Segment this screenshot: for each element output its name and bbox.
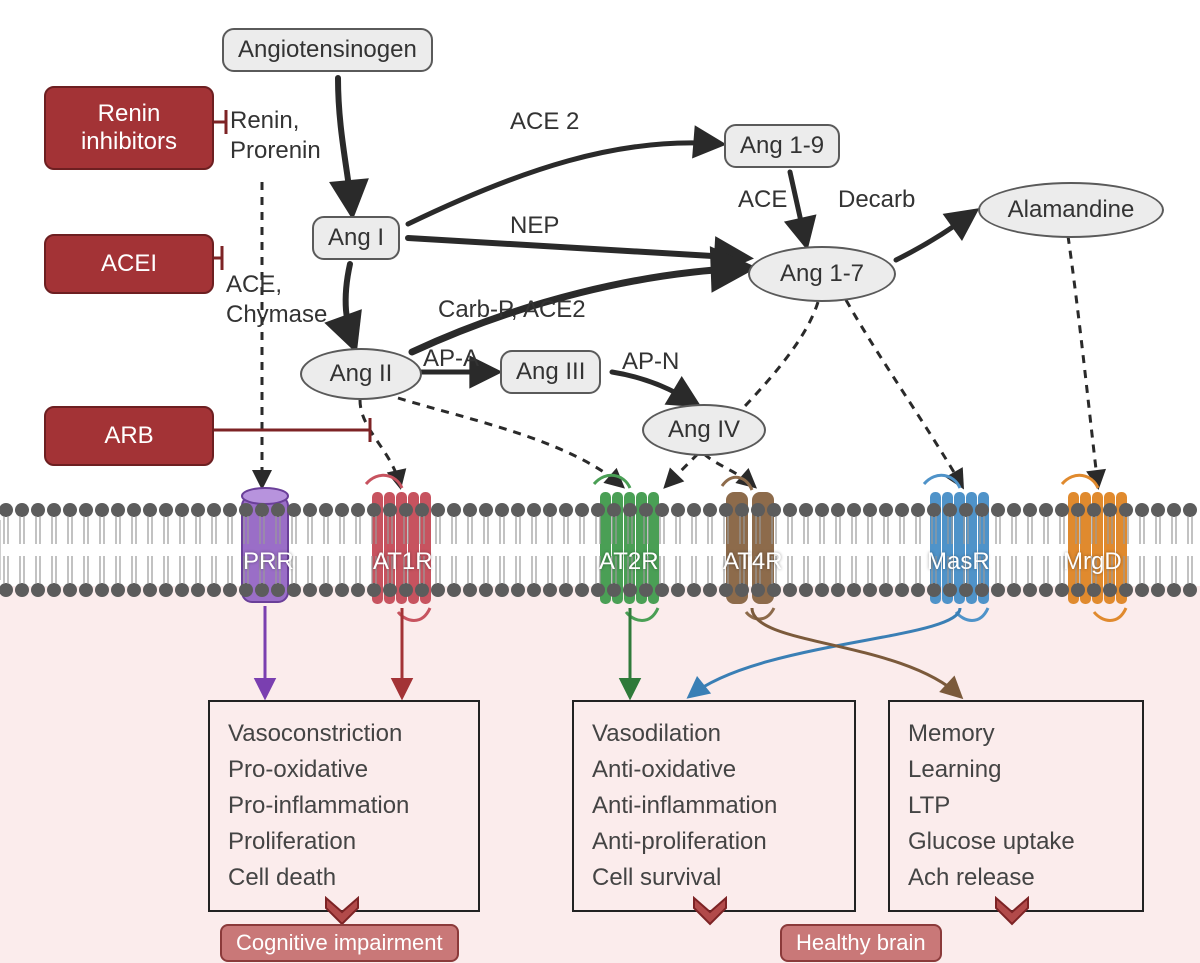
effect-item: Proliferation (228, 824, 460, 860)
effect-item: Glucose uptake (908, 824, 1124, 860)
effect-item: Pro-inflammation (228, 788, 460, 824)
effect-box-left: Vasoconstriction Pro-oxidative Pro-infla… (208, 700, 480, 912)
effect-item: Anti-proliferation (592, 824, 836, 860)
label-at2r: AT2R (599, 548, 659, 576)
enzyme-ace-mid: ACE (738, 186, 787, 214)
outcome-cognitive-impairment: Cognitive impairment (220, 924, 459, 962)
inhibitor-renin: Renin inhibitors (44, 86, 214, 170)
node-ang3: Ang III (500, 350, 601, 394)
label-masr: MasR (927, 548, 990, 576)
inhibitor-renin-line1: Renin (98, 100, 161, 128)
effect-item: Vasodilation (592, 716, 836, 752)
enzyme-ace2-top: ACE 2 (510, 108, 579, 136)
enzyme-carbp-ace2: Carb-P, ACE2 (438, 296, 586, 324)
inhibitor-renin-line2: inhibitors (81, 128, 177, 156)
node-angiotensinogen: Angiotensinogen (222, 28, 433, 72)
node-ang4: Ang IV (642, 404, 766, 456)
node-alamandine: Alamandine (978, 182, 1164, 238)
label-prr: PRR (243, 548, 294, 576)
chevron-icon (690, 896, 730, 926)
effect-item: Pro-oxidative (228, 752, 460, 788)
label-mrgd: MrgD (1063, 548, 1122, 576)
chevron-icon (992, 896, 1032, 926)
inhibitor-arb: ARB (44, 406, 214, 466)
chevron-icon (322, 896, 362, 926)
node-ang19: Ang 1-9 (724, 124, 840, 168)
effect-item: LTP (908, 788, 1124, 824)
outcome-healthy-brain: Healthy brain (780, 924, 942, 962)
enzyme-ap-n: AP-N (622, 348, 679, 376)
label-at1r: AT1R (373, 548, 433, 576)
enzyme-renin-prorenin: Renin,Prorenin (230, 106, 321, 166)
effect-item: Anti-inflammation (592, 788, 836, 824)
effect-item: Ach release (908, 860, 1124, 896)
node-ang2: Ang II (300, 348, 422, 400)
enzyme-ace-chymase: ACE,Chymase (226, 270, 327, 330)
effect-box-right: Memory Learning LTP Glucose uptake Ach r… (888, 700, 1144, 912)
effect-item: Learning (908, 752, 1124, 788)
node-ang17: Ang 1-7 (748, 246, 896, 302)
enzyme-nep: NEP (510, 212, 559, 240)
effect-item: Cell survival (592, 860, 836, 896)
enzyme-ap-a: AP-A (423, 345, 479, 373)
enzyme-decarb: Decarb (838, 186, 915, 214)
effect-item: Cell death (228, 860, 460, 896)
effect-item: Memory (908, 716, 1124, 752)
effect-item: Anti-oxidative (592, 752, 836, 788)
node-ang1: Ang I (312, 216, 400, 260)
effect-item: Vasoconstriction (228, 716, 460, 752)
label-at4r: AT4R (723, 548, 783, 576)
effect-box-mid: Vasodilation Anti-oxidative Anti-inflamm… (572, 700, 856, 912)
inhibitor-acei: ACEI (44, 234, 214, 294)
